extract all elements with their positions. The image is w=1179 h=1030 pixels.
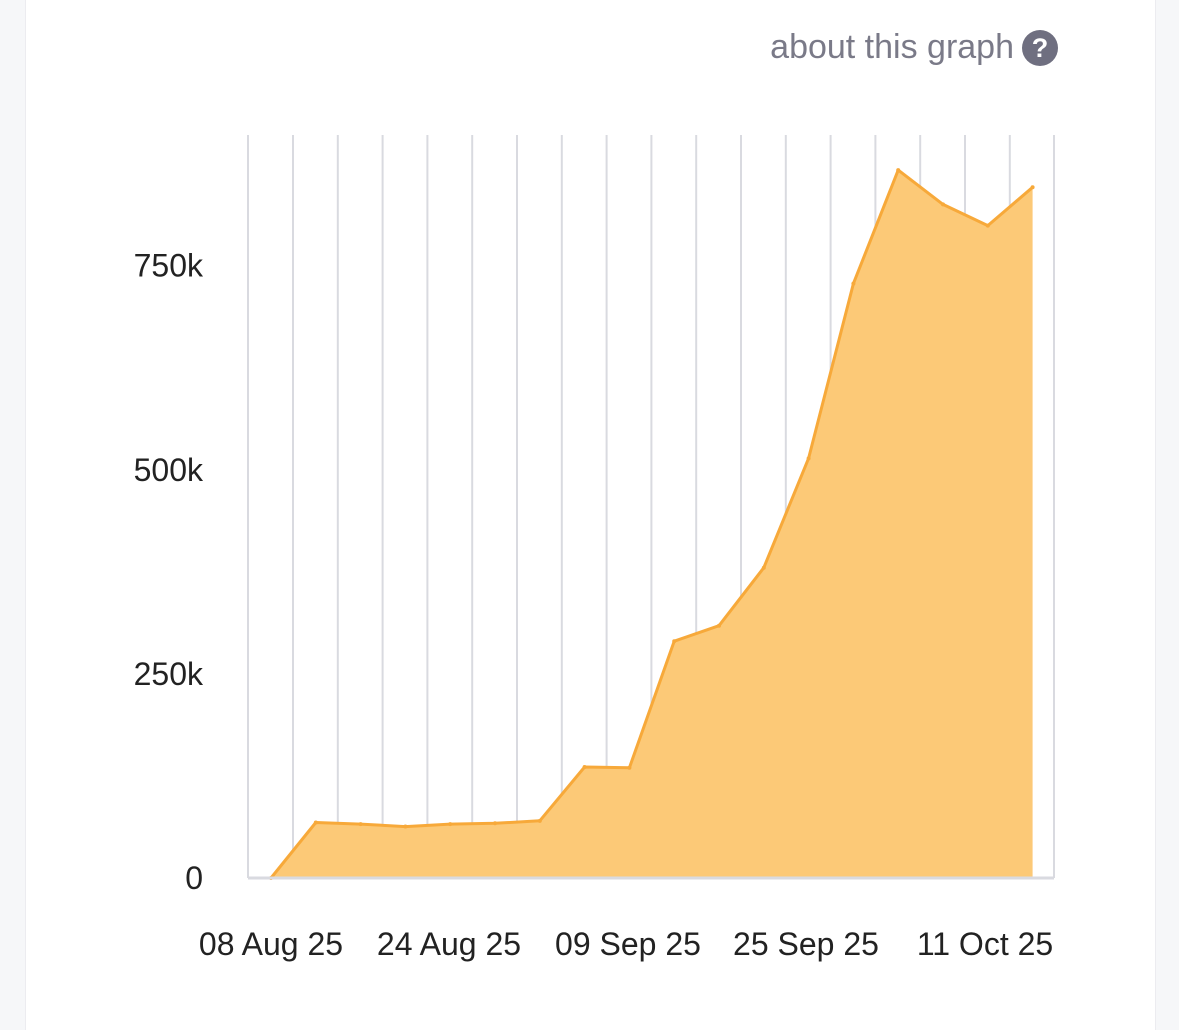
data-point — [358, 822, 363, 827]
data-point — [717, 623, 721, 628]
data-point — [627, 765, 632, 770]
y-tick-label: 0 — [185, 860, 203, 896]
x-tick-label: 08 Aug 25 — [199, 926, 343, 962]
data-point — [493, 821, 497, 826]
y-tick-label: 750k — [134, 248, 204, 284]
y-tick-label: 250k — [134, 656, 204, 692]
data-point — [672, 639, 677, 644]
data-point — [448, 822, 453, 827]
data-point — [1030, 185, 1035, 190]
data-point — [851, 281, 856, 286]
x-tick-label: 25 Sep 25 — [733, 926, 879, 962]
x-tick-label: 09 Sep 25 — [555, 926, 701, 962]
x-tick-label: 24 Aug 25 — [377, 926, 521, 962]
data-point — [941, 202, 945, 207]
data-point — [582, 764, 587, 769]
series-area — [271, 170, 1033, 879]
y-tick-label: 500k — [134, 452, 204, 488]
series-line — [269, 168, 1034, 879]
data-point — [806, 456, 811, 461]
data-point — [985, 223, 990, 228]
data-point — [761, 565, 766, 570]
data-point — [403, 824, 408, 829]
data-point — [896, 168, 901, 173]
about-this-graph-label: about this graph — [770, 28, 1014, 66]
data-point — [313, 820, 318, 825]
about-this-graph-link[interactable]: about this graph ? — [770, 28, 1058, 67]
x-tick-label: 11 Oct 25 — [917, 926, 1053, 962]
data-point — [537, 818, 542, 823]
question-mark-icon[interactable]: ? — [1022, 29, 1058, 66]
